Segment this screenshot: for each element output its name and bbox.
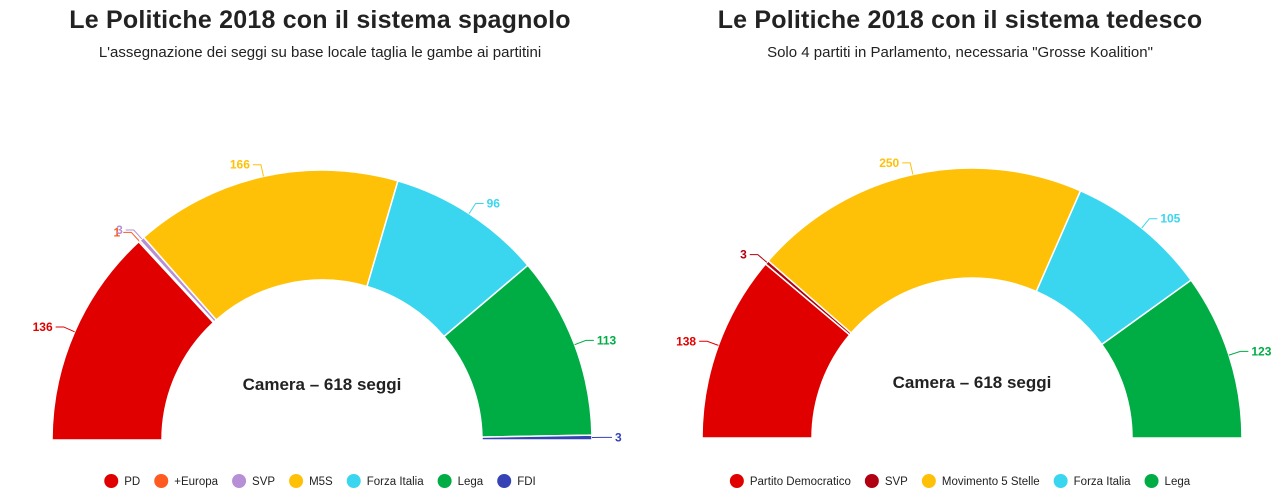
data-label-lega: 123 — [1251, 344, 1271, 358]
legend-label: +Europa — [174, 476, 218, 488]
data-label-europa: 1 — [114, 225, 121, 239]
legend-label: SVP — [252, 476, 275, 488]
legend-swatch — [232, 474, 247, 488]
leader-line — [699, 340, 719, 346]
leader-line — [125, 229, 143, 240]
legend-swatch — [921, 474, 936, 488]
legend-label: M5S — [309, 476, 333, 488]
chart-title: Le Politiche 2018 con il sistema tedesco — [717, 6, 1203, 34]
legend-label: Lega — [458, 476, 484, 488]
data-label-forza-italia: 96 — [487, 197, 501, 211]
legend-label: Forza Italia — [1074, 476, 1131, 488]
legend-swatch — [289, 474, 304, 488]
data-label-partito-democratico: 138 — [676, 334, 696, 348]
legend-swatch — [1144, 474, 1159, 488]
chart-panel-spanish: Le Politiche 2018 con il sistema spagnol… — [33, 6, 622, 488]
slice-lega — [1100, 279, 1243, 439]
data-label-m5s: 166 — [230, 158, 250, 172]
legend-swatch — [104, 474, 119, 488]
legend-item-lega[interactable]: Lega — [437, 474, 484, 488]
legend-label: Forza Italia — [367, 476, 424, 488]
center-label: Camera – 618 seggi — [893, 373, 1052, 392]
leader-line — [123, 231, 140, 242]
semicircle-donut-chart: 138 3 250 105 123 Camera – 618 seggi Partito D… — [676, 156, 1272, 488]
legend-label: Movimento 5 Stelle — [942, 476, 1040, 488]
legend-item-forza-italia[interactable]: Forza Italia — [346, 474, 424, 488]
chart-subtitle: L'assegnazione dei seggi su base locale … — [98, 44, 542, 61]
legend-label: FDI — [517, 476, 536, 488]
slice-fdi — [481, 434, 593, 441]
leader-line — [252, 164, 265, 177]
center-label: Camera – 618 seggi — [243, 375, 402, 394]
leader-line — [468, 203, 484, 214]
leader-line — [574, 339, 594, 346]
leader-line — [55, 326, 75, 333]
leader-line — [1228, 350, 1249, 356]
chart-subtitle: Solo 4 partiti in Parlamento, necessaria… — [767, 44, 1153, 61]
legend-item-lega[interactable]: Lega — [1144, 474, 1191, 488]
legend-item-svp[interactable]: SVP — [232, 474, 275, 488]
legend-swatch — [1053, 474, 1068, 488]
legend: Partito Democratico SVP Movimento 5 Stelle… — [729, 474, 1191, 488]
legend-item-forza-italia[interactable]: Forza Italia — [1053, 474, 1131, 488]
legend-swatch — [437, 474, 452, 488]
data-label-lega: 113 — [597, 333, 617, 347]
chart-title: Le Politiche 2018 con il sistema spagnol… — [69, 6, 571, 34]
data-label-svp: 3 — [740, 248, 747, 262]
data-label-movimento-5-stelle: 250 — [879, 156, 899, 170]
legend-item-svp[interactable]: SVP — [864, 474, 908, 488]
legend-item-m5s[interactable]: M5S — [289, 474, 333, 488]
legend-swatch — [497, 474, 512, 488]
data-label-svp: 3 — [116, 223, 123, 237]
legend-label: Lega — [1165, 476, 1191, 488]
legend-label: PD — [124, 476, 140, 488]
legend-item-fdi[interactable]: FDI — [497, 474, 536, 488]
legend-swatch — [864, 474, 879, 488]
leader-line — [749, 254, 768, 263]
legend-label: Partito Democratico — [750, 476, 851, 488]
data-label-pd: 136 — [33, 320, 53, 334]
legend-item-europa[interactable]: +Europa — [154, 474, 219, 488]
legend-item-pd[interactable]: PD — [104, 474, 140, 488]
legend-swatch — [729, 474, 744, 488]
leader-line — [902, 162, 914, 175]
data-label-fdi: 3 — [615, 430, 622, 444]
legend-swatch — [346, 474, 361, 488]
chart-panel-german: Le Politiche 2018 con il sistema tedesco… — [640, 0, 1280, 498]
slice-movimento-5-stelle — [767, 167, 1082, 335]
legend-item-movimento-5-stelle[interactable]: Movimento 5 Stelle — [921, 474, 1040, 488]
legend-item-partito-democratico[interactable]: Partito Democratico — [729, 474, 851, 488]
data-label-forza-italia: 105 — [1160, 212, 1180, 226]
legend: PD +Europa SVP M5S Forza Italia Lega FDI — [104, 474, 536, 488]
legend-swatch — [154, 474, 169, 488]
leader-line — [1141, 218, 1158, 229]
legend-label: SVP — [885, 476, 908, 488]
